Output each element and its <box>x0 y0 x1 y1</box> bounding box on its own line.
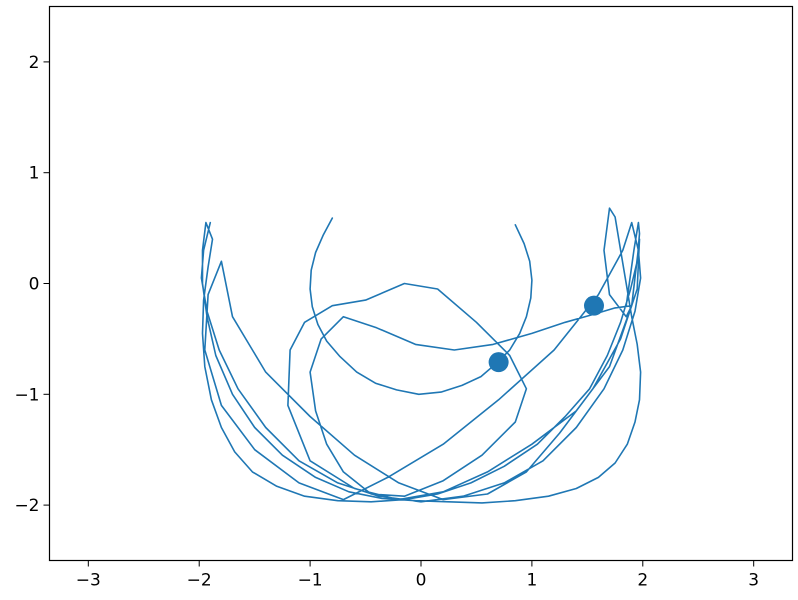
y-tick-label: 2 <box>29 53 40 73</box>
x-tick-label: −3 <box>76 571 101 591</box>
inner-bob-marker <box>489 352 509 372</box>
x-tick-label: 1 <box>526 571 537 591</box>
y-tick-label: 0 <box>29 275 40 295</box>
x-tick-label: 3 <box>748 571 759 591</box>
y-tick-label: 1 <box>29 164 40 184</box>
x-tick-label: −1 <box>298 571 323 591</box>
x-tick-label: 0 <box>416 571 427 591</box>
x-tick-label: 2 <box>637 571 648 591</box>
y-tick-label: −2 <box>14 496 39 516</box>
y-tick-label: −1 <box>14 385 39 405</box>
outer-bob-marker <box>584 296 604 316</box>
x-tick-label: −2 <box>187 571 212 591</box>
